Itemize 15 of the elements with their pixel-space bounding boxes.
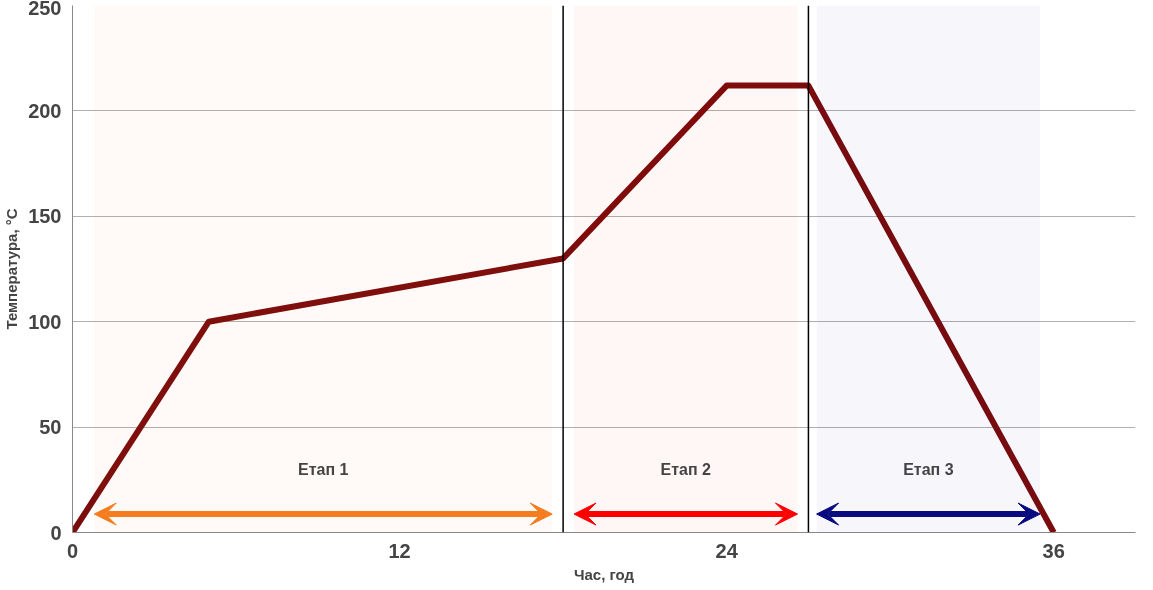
y-tick-label: 250: [28, 0, 62, 19]
x-tick-label: 12: [388, 539, 411, 562]
band-label: Етап 3: [903, 460, 954, 478]
x-axis-title: Час, год: [573, 565, 635, 583]
x-tick-label: 24: [715, 539, 739, 562]
y-tick-label: 150: [28, 205, 62, 228]
y-tick-label: 50: [39, 416, 62, 439]
x-tick-label: 36: [1042, 539, 1065, 562]
y-axis-title: Температура, °C: [3, 208, 21, 330]
y-tick-label: 200: [28, 99, 62, 122]
x-tick-label: 0: [66, 539, 79, 562]
band-label: Етап 2: [660, 460, 712, 478]
y-tick-label: 0: [50, 521, 62, 544]
y-tick-label: 100: [28, 310, 62, 333]
band-label: Етап 1: [298, 460, 349, 478]
